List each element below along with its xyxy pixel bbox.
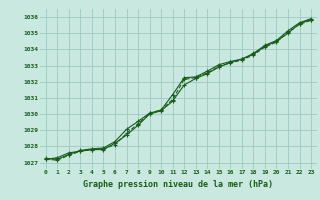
X-axis label: Graphe pression niveau de la mer (hPa): Graphe pression niveau de la mer (hPa): [84, 180, 273, 189]
